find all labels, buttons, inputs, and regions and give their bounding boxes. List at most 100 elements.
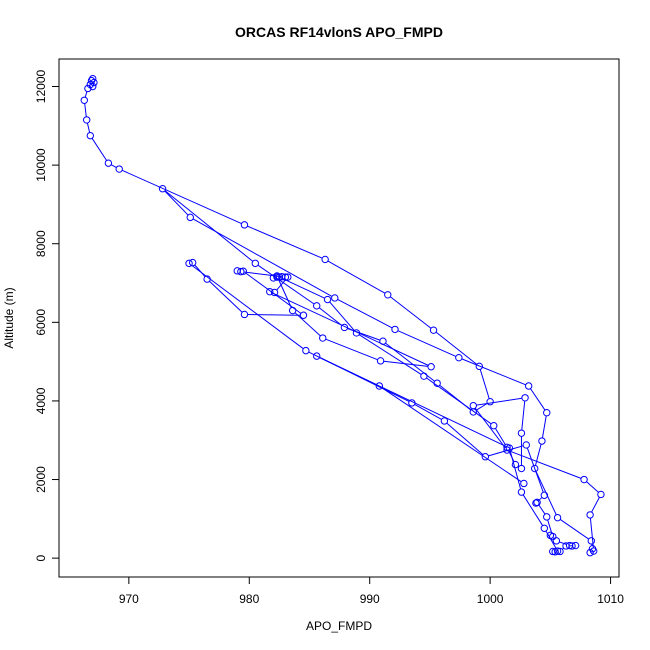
data-point (82, 116, 91, 124)
data-point (503, 446, 511, 454)
data-point (321, 255, 329, 264)
data-point (420, 372, 428, 380)
series-segment (84, 91, 88, 98)
data-point (517, 429, 526, 437)
series-segment (509, 451, 522, 490)
data-point (80, 96, 88, 104)
series-segment (276, 279, 287, 291)
series-segment (488, 445, 524, 457)
x-tick-label: 980 (239, 592, 259, 606)
series-lines (84, 91, 600, 550)
data-point (427, 363, 435, 371)
data-point (302, 346, 310, 355)
data-point (490, 421, 498, 430)
series-segment (194, 264, 206, 278)
series-segment (84, 103, 87, 117)
series-segment (192, 218, 333, 297)
data-point (391, 325, 399, 334)
series-segment (337, 298, 393, 329)
data-point (379, 337, 387, 345)
series-segment (589, 518, 594, 548)
data-point (240, 310, 249, 319)
data-point (203, 275, 211, 283)
data-point (469, 408, 477, 416)
data-point (188, 258, 197, 267)
series-segment (446, 422, 484, 456)
data-point (586, 511, 594, 519)
data-point (288, 306, 297, 315)
data-point (524, 382, 533, 390)
data-point (440, 417, 449, 425)
series-segment (272, 292, 429, 366)
y-tick-label: 6000 (34, 309, 48, 336)
data-point (408, 399, 416, 407)
data-point (580, 475, 588, 484)
series-segment (121, 169, 242, 225)
series-segment (110, 164, 117, 168)
y-tick-label: 4000 (34, 387, 48, 414)
series-segment (191, 264, 304, 350)
data-point (517, 464, 526, 473)
series-segment (381, 387, 522, 483)
data-point (475, 362, 484, 371)
series-segment (245, 272, 302, 314)
series-segment (586, 481, 599, 493)
series-segment (318, 307, 343, 326)
series-segment (535, 443, 542, 466)
x-axis-label: APO_FMPD (306, 619, 372, 633)
series-segment (247, 314, 301, 316)
series-segment (526, 447, 544, 493)
series-segment (559, 519, 589, 540)
series-segment (530, 388, 546, 411)
y-axis-label: Altitude (m) (2, 287, 16, 348)
data-point (375, 382, 384, 390)
series-points (80, 74, 605, 557)
data-point (273, 273, 281, 281)
data-point (331, 294, 339, 302)
x-tick-label: 970 (119, 592, 139, 606)
series-segment (390, 296, 432, 329)
series-segment (358, 334, 422, 375)
data-point (540, 524, 549, 532)
y-tick-label: 0 (34, 554, 48, 561)
data-point (486, 398, 494, 406)
data-point (429, 326, 438, 334)
data-point (549, 547, 557, 556)
data-point (469, 401, 477, 410)
data-point (481, 453, 490, 461)
series-segment (547, 519, 553, 534)
series-segment (479, 369, 490, 399)
series-segment (397, 330, 457, 357)
data-point (511, 460, 520, 469)
data-point (522, 441, 530, 449)
y-tick-label: 8000 (34, 230, 48, 257)
series-segment (414, 404, 442, 420)
series-segment (209, 280, 243, 313)
data-point (543, 409, 551, 417)
data-point (553, 547, 562, 555)
data-point (281, 273, 290, 281)
data-point (115, 165, 123, 173)
data-point (540, 491, 549, 499)
data-point (319, 334, 327, 342)
y-tick-label: 10000 (34, 148, 48, 182)
data-point (597, 490, 605, 499)
data-point (313, 352, 321, 360)
series-segment (521, 400, 526, 431)
series-segment (426, 377, 492, 425)
series-segment (522, 494, 544, 526)
series-segment (257, 264, 315, 305)
data-point (239, 267, 247, 275)
series-segment (559, 541, 567, 545)
series-segment (325, 338, 378, 361)
series-segment (319, 357, 377, 386)
data-point (553, 513, 562, 522)
data-point (323, 295, 332, 304)
data-point (590, 547, 598, 555)
series-segment (329, 301, 355, 331)
data-point (521, 394, 529, 402)
data-point (571, 541, 580, 550)
series-segment (435, 331, 478, 365)
series-segment (537, 497, 543, 502)
data-point (546, 531, 555, 540)
